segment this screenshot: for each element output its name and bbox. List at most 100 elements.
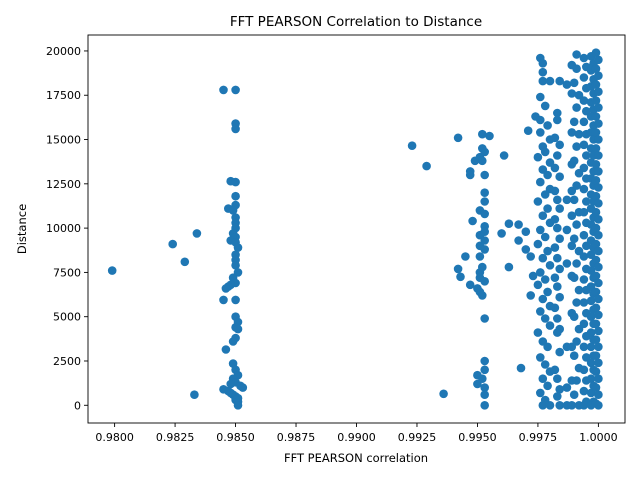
y-tick-label: 10000 — [46, 222, 81, 235]
data-point — [591, 144, 601, 153]
data-point — [572, 220, 581, 229]
data-point — [555, 264, 564, 274]
data-point — [536, 115, 545, 125]
data-point — [562, 225, 572, 235]
data-point — [572, 142, 581, 151]
data-point — [533, 239, 543, 249]
data-point — [553, 223, 562, 233]
y-tick-label: 15000 — [46, 134, 81, 147]
data-point — [594, 183, 603, 192]
data-point — [543, 204, 552, 213]
y-axis-ticks: 0 2500 5000 7500 10000 12500 15000 17500 20000 — [46, 45, 88, 412]
data-point — [594, 358, 603, 368]
data-point — [572, 50, 581, 59]
data-point — [538, 401, 548, 410]
data-point — [550, 243, 560, 252]
data-point — [536, 388, 545, 398]
data-point — [591, 207, 601, 217]
data-point — [540, 314, 550, 323]
data-point — [555, 204, 564, 213]
data-point — [567, 241, 577, 251]
data-point — [569, 390, 579, 400]
data-point — [233, 324, 243, 334]
data-point — [591, 64, 601, 73]
data-point — [550, 365, 560, 375]
data-point — [480, 390, 490, 400]
data-point — [586, 358, 596, 368]
data-point — [480, 188, 490, 197]
data-point — [480, 401, 490, 410]
data-point — [480, 227, 490, 236]
data-point — [594, 71, 603, 80]
data-point — [538, 59, 548, 68]
data-point — [480, 356, 490, 366]
data-point — [591, 223, 601, 233]
data-point — [221, 284, 231, 293]
data-point — [579, 365, 589, 375]
data-point — [569, 156, 579, 166]
data-point — [594, 230, 603, 240]
data-point — [453, 264, 463, 274]
data-point — [180, 257, 190, 267]
data-point — [168, 239, 177, 249]
data-point — [514, 220, 523, 229]
data-point — [594, 310, 603, 320]
data-point — [594, 151, 603, 160]
data-point — [594, 278, 603, 288]
data-point — [228, 206, 238, 215]
data-point — [579, 117, 589, 127]
data-point — [579, 275, 589, 284]
y-tick-label: 17500 — [46, 89, 81, 102]
data-point — [453, 133, 463, 143]
data-point — [526, 252, 535, 261]
data-point — [555, 172, 564, 181]
data-point — [579, 298, 589, 307]
data-point — [550, 163, 560, 173]
data-point — [553, 374, 562, 384]
data-point — [555, 385, 564, 394]
data-point — [550, 133, 560, 143]
data-point — [536, 353, 545, 362]
data-point — [233, 243, 243, 252]
data-point — [543, 170, 552, 180]
data-point — [579, 230, 589, 240]
data-point — [478, 262, 487, 272]
y-tick-label: 5000 — [53, 311, 81, 324]
data-point — [553, 314, 562, 323]
data-point — [579, 342, 589, 352]
data-point — [591, 191, 601, 201]
data-point — [478, 156, 487, 166]
data-point — [504, 219, 514, 228]
data-point — [594, 246, 603, 256]
data-point — [480, 147, 490, 157]
data-point — [594, 342, 603, 352]
data-point — [485, 131, 494, 141]
data-point — [572, 103, 581, 112]
data-point — [238, 383, 248, 392]
x-axis-ticks: 0.9800 0.9825 0.9850 0.9875 0.9900 0.9925 0.99… — [95, 423, 618, 444]
y-tick-label: 7500 — [53, 266, 81, 279]
data-point — [540, 101, 550, 111]
data-point — [536, 307, 545, 316]
x-tick-label: 0.9825 — [156, 431, 195, 444]
data-point — [579, 53, 589, 63]
data-point — [591, 367, 601, 376]
data-point — [553, 115, 562, 125]
data-point — [540, 360, 550, 369]
data-point — [594, 87, 603, 96]
data-point — [540, 190, 550, 199]
data-point — [536, 225, 545, 235]
data-point — [553, 253, 562, 263]
data-point — [569, 273, 579, 283]
data-point — [233, 401, 243, 410]
data-point — [594, 135, 603, 144]
data-point — [579, 140, 589, 150]
data-point — [536, 177, 545, 187]
data-point — [579, 252, 589, 261]
data-point — [533, 197, 543, 206]
data-point — [572, 298, 581, 307]
data-point — [478, 129, 487, 139]
data-point — [545, 76, 555, 86]
data-point — [465, 170, 475, 180]
